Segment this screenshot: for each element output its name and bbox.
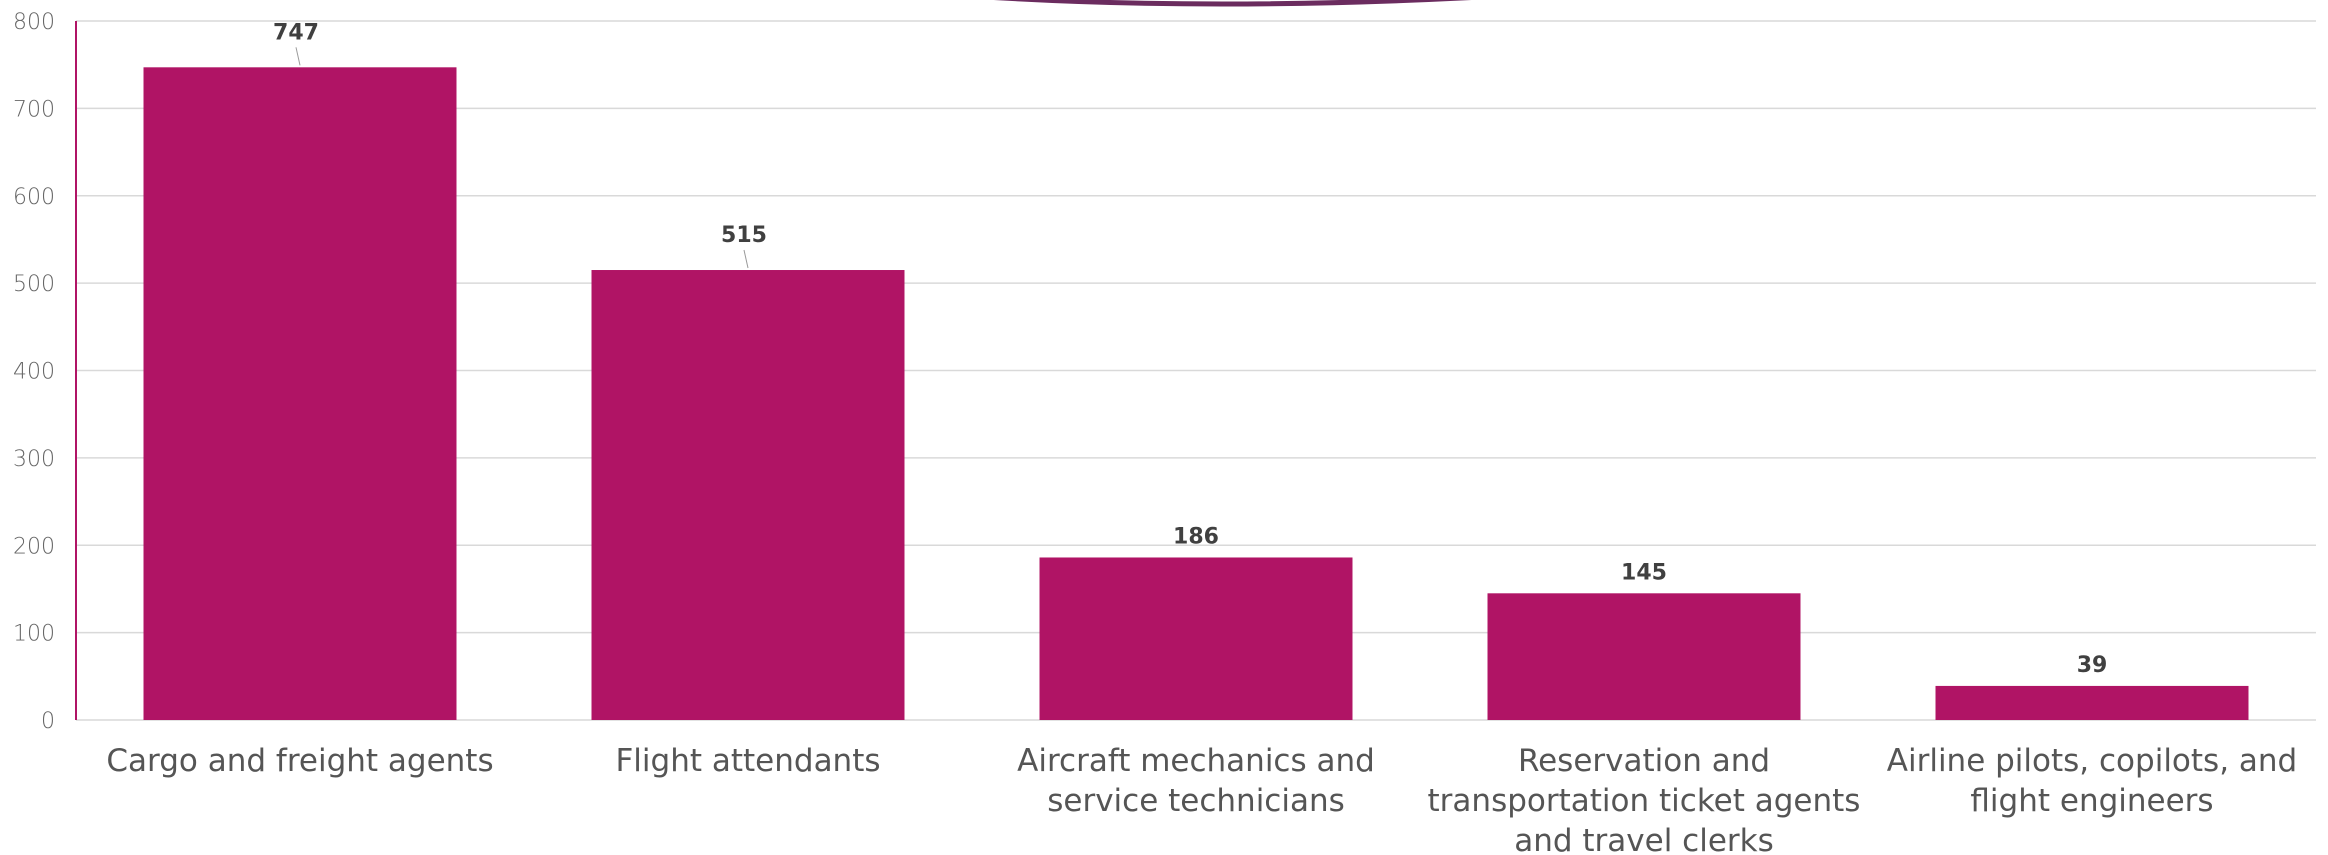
data-label: 747 bbox=[273, 20, 319, 45]
data-label: 186 bbox=[1173, 524, 1219, 549]
bar bbox=[1935, 685, 2249, 720]
x-category-label: Aircraft mechanics and service technician… bbox=[1017, 743, 1375, 819]
x-category-label-line: Cargo and freight agents bbox=[106, 743, 493, 779]
y-tick-label: 400 bbox=[13, 360, 55, 385]
bars bbox=[143, 67, 2249, 721]
bar bbox=[1039, 557, 1353, 720]
x-category-label: Reservation and transportation ticket age… bbox=[1428, 743, 1861, 855]
y-tick-label: 800 bbox=[13, 10, 55, 35]
bar bbox=[143, 67, 457, 721]
data-label-leader bbox=[295, 47, 301, 66]
data-label: 145 bbox=[1621, 560, 1667, 585]
x-category-label: Flight attendants bbox=[615, 743, 880, 779]
decorative-arc bbox=[993, 0, 1472, 7]
x-category-label-line: Reservation and bbox=[1518, 743, 1770, 779]
x-category-label-line: transportation ticket agents bbox=[1428, 783, 1861, 819]
x-category-label-line: service technicians bbox=[1047, 783, 1345, 819]
x-category-label-line: flight engineers bbox=[1970, 783, 2213, 819]
x-axis-category-labels: Cargo and freight agents Flight attendant… bbox=[106, 743, 2297, 855]
y-tick-label: 600 bbox=[13, 185, 55, 210]
x-category-label-line: Airline pilots, copilots, and bbox=[1887, 743, 2297, 779]
x-category-label: Cargo and freight agents bbox=[106, 743, 493, 779]
data-label: 515 bbox=[721, 223, 767, 248]
bar bbox=[1487, 593, 1801, 720]
x-category-label-line: Flight attendants bbox=[615, 743, 880, 779]
x-category-label: Airline pilots, copilots, and flight engi… bbox=[1887, 743, 2297, 819]
y-tick-label: 100 bbox=[13, 622, 55, 647]
data-labels: 747 515 186 145 39 bbox=[273, 20, 2107, 678]
x-category-label-line: Aircraft mechanics and bbox=[1017, 743, 1375, 779]
data-label: 39 bbox=[2077, 653, 2108, 678]
bar bbox=[591, 270, 905, 720]
y-tick-label: 0 bbox=[41, 709, 55, 734]
y-tick-label: 700 bbox=[13, 97, 55, 122]
data-label-leader bbox=[743, 249, 749, 269]
y-tick-label: 500 bbox=[13, 272, 55, 297]
y-axis-ticks: 0 100 200 300 400 500 600 700 800 bbox=[13, 10, 55, 734]
x-category-label-line: and travel clerks bbox=[1514, 823, 1774, 855]
y-tick-label: 300 bbox=[13, 447, 55, 472]
y-tick-label: 200 bbox=[13, 534, 55, 559]
